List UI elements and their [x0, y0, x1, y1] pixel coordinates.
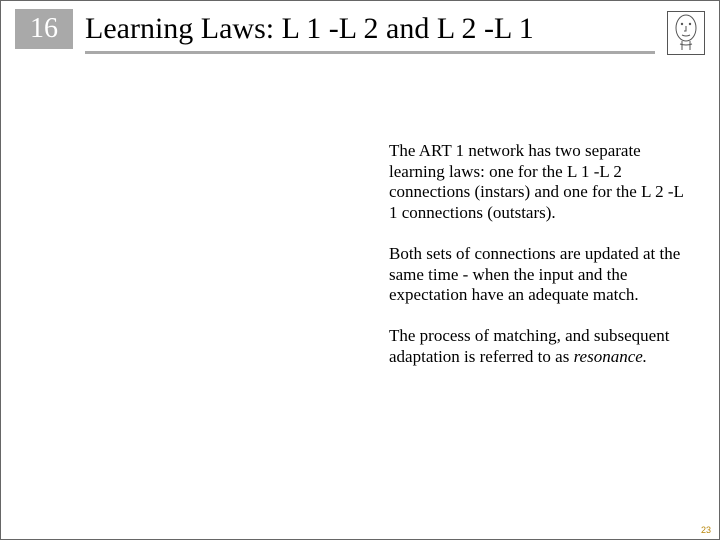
header: 16 Learning Laws: L 1 -L 2 and L 2 -L 1: [1, 1, 719, 55]
title-rule: [85, 51, 655, 54]
content-area: The ART 1 network has two separate learn…: [389, 141, 689, 388]
logo-box: [667, 11, 705, 55]
paragraph-2: Both sets of connections are updated at …: [389, 244, 689, 306]
title-area: Learning Laws: L 1 -L 2 and L 2 -L 1: [85, 9, 655, 54]
paragraph-3: The process of matching, and subsequent …: [389, 326, 689, 367]
slide: 16 Learning Laws: L 1 -L 2 and L 2 -L 1 …: [0, 0, 720, 540]
paragraph-1: The ART 1 network has two separate learn…: [389, 141, 689, 224]
chapter-number: 16: [30, 13, 58, 45]
head-icon: [672, 14, 700, 52]
resonance-term: resonance.: [574, 347, 648, 366]
chapter-number-box: 16: [15, 9, 73, 49]
page-number: 23: [701, 525, 711, 535]
slide-title: Learning Laws: L 1 -L 2 and L 2 -L 1: [85, 9, 655, 51]
